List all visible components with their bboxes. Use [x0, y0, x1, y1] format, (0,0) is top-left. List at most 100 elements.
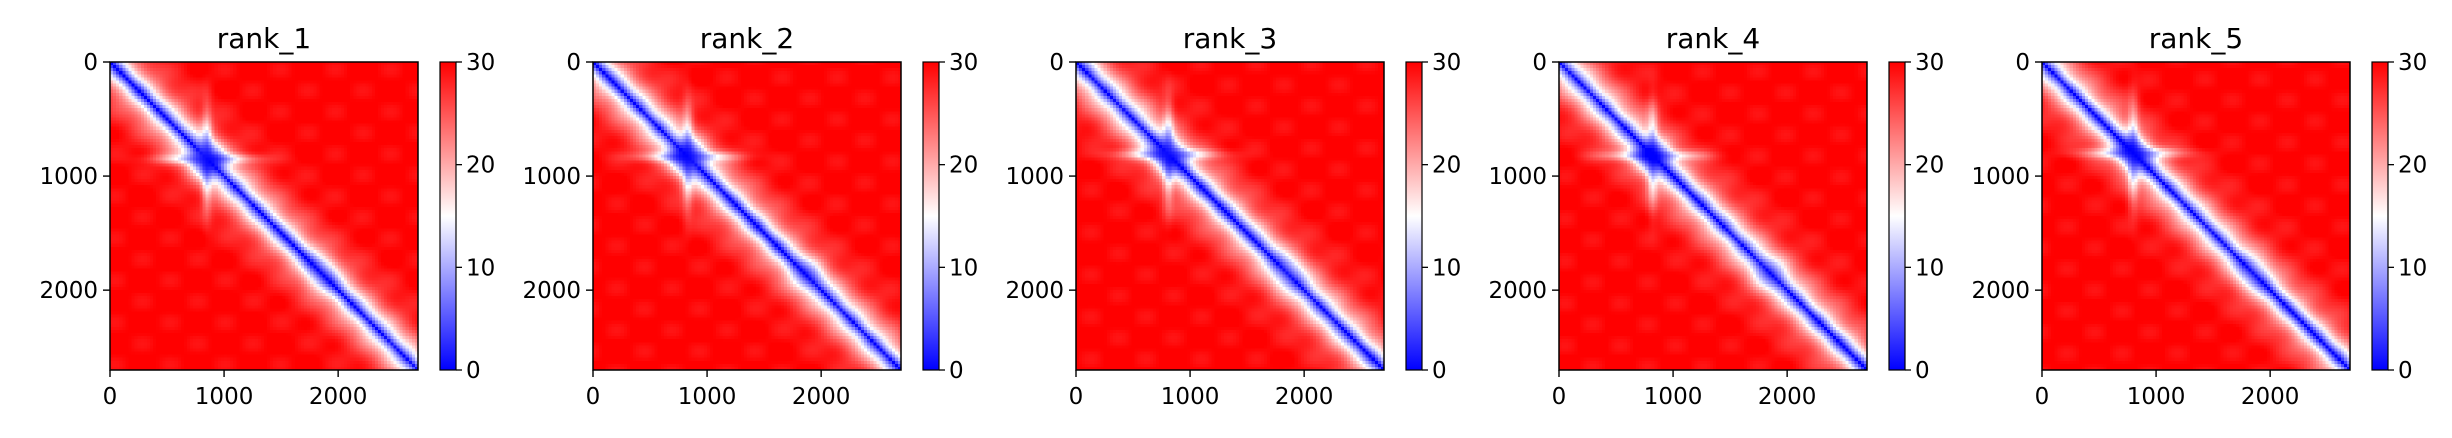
- heatmap-cell: [205, 80, 208, 83]
- heatmap-cell: [267, 142, 270, 145]
- heatmap-cell: [387, 80, 390, 83]
- heatmap-cell: [356, 145, 359, 148]
- heatmap-cell: [205, 130, 208, 133]
- heatmap-cell: [381, 99, 384, 102]
- heatmap-cell: [289, 121, 292, 124]
- heatmap-cell: [159, 90, 162, 93]
- heatmap-cell: [193, 96, 196, 99]
- heatmap-cell: [267, 139, 270, 142]
- heatmap-cell: [326, 93, 329, 96]
- heatmap-cell: [366, 139, 369, 142]
- heatmap-cell: [147, 90, 150, 93]
- heatmap-cell: [147, 99, 150, 102]
- heatmap-cell: [289, 93, 292, 96]
- heatmap-cell: [175, 145, 178, 148]
- heatmap-cell: [230, 84, 233, 87]
- heatmap-cell: [205, 117, 208, 120]
- heatmap-cell: [218, 74, 221, 77]
- heatmap-cell: [178, 84, 181, 87]
- heatmap-cell: [347, 136, 350, 139]
- heatmap-cell: [141, 96, 144, 99]
- heatmap-cell: [313, 136, 316, 139]
- heatmap-cell: [249, 133, 252, 136]
- heatmap-cell: [261, 74, 264, 77]
- heatmap-cell: [205, 102, 208, 105]
- heatmap-cell: [375, 102, 378, 105]
- heatmap-cell: [138, 80, 141, 83]
- heatmap-cell: [113, 130, 116, 133]
- heatmap-cell: [319, 68, 322, 71]
- heatmap-cell: [295, 87, 298, 90]
- heatmap-cell: [119, 84, 122, 87]
- heatmap-cell: [372, 87, 375, 90]
- heatmap-cell: [335, 139, 338, 142]
- heatmap-cell: [119, 71, 122, 74]
- heatmap-cell: [255, 90, 258, 93]
- heatmap-cell: [378, 84, 381, 87]
- heatmap-cell: [273, 84, 276, 87]
- heatmap-cell: [135, 145, 138, 148]
- heatmap-cell: [323, 145, 326, 148]
- heatmap-cell: [372, 121, 375, 124]
- heatmap-cell: [125, 142, 128, 145]
- heatmap-cell: [184, 111, 187, 114]
- heatmap-cell: [381, 102, 384, 105]
- heatmap-cell: [227, 93, 230, 96]
- heatmap-cell: [341, 108, 344, 111]
- heatmap-cell: [190, 90, 193, 93]
- heatmap-cell: [175, 121, 178, 124]
- heatmap-cell: [304, 68, 307, 71]
- heatmap-cell: [199, 90, 202, 93]
- heatmap-cell: [181, 136, 184, 139]
- heatmap-cell: [393, 93, 396, 96]
- heatmap-cell: [276, 130, 279, 133]
- heatmap-cell: [295, 133, 298, 136]
- heatmap-cell: [363, 142, 366, 145]
- heatmap-cell: [212, 102, 215, 105]
- heatmap-cell: [310, 117, 313, 120]
- heatmap-cell: [215, 77, 218, 80]
- heatmap-cell: [190, 121, 193, 124]
- heatmap-cell: [212, 117, 215, 120]
- heatmap-cell: [252, 139, 255, 142]
- heatmap-cell: [159, 68, 162, 71]
- heatmap-cell: [381, 124, 384, 127]
- heatmap-cell: [159, 124, 162, 127]
- heatmap-cell: [175, 133, 178, 136]
- heatmap-cell: [400, 65, 403, 68]
- heatmap-cell: [304, 108, 307, 111]
- heatmap-cell: [344, 145, 347, 148]
- heatmap-cell: [276, 133, 279, 136]
- heatmap-cell: [390, 68, 393, 71]
- heatmap-cell: [252, 105, 255, 108]
- heatmap-cell: [307, 71, 310, 74]
- heatmap-cell: [138, 136, 141, 139]
- heatmap-cell: [246, 71, 249, 74]
- heatmap-cell: [113, 84, 116, 87]
- heatmap-cell: [169, 102, 172, 105]
- heatmap-cell: [202, 121, 205, 124]
- heatmap-cell: [403, 114, 406, 117]
- heatmap-cell: [230, 111, 233, 114]
- heatmap-cell: [396, 102, 399, 105]
- heatmap-cell: [236, 127, 239, 130]
- heatmap-cell: [205, 133, 208, 136]
- heatmap-cell: [261, 77, 264, 80]
- heatmap-cell: [162, 117, 165, 120]
- heatmap-cell: [267, 117, 270, 120]
- heatmap-cell: [366, 99, 369, 102]
- heatmap-cell: [128, 117, 131, 120]
- heatmap-cell: [184, 87, 187, 90]
- heatmap-cell: [307, 65, 310, 68]
- heatmap-cell: [258, 117, 261, 120]
- heatmap-cell: [273, 136, 276, 139]
- heatmap-cell: [187, 108, 190, 111]
- heatmap-cell: [178, 87, 181, 90]
- heatmap-cell: [144, 130, 147, 133]
- heatmap-cell: [156, 127, 159, 130]
- heatmap-cell: [338, 111, 341, 114]
- heatmap-cell: [178, 99, 181, 102]
- heatmap-cell: [366, 114, 369, 117]
- heatmap-cell: [141, 68, 144, 71]
- heatmap-cell: [332, 65, 335, 68]
